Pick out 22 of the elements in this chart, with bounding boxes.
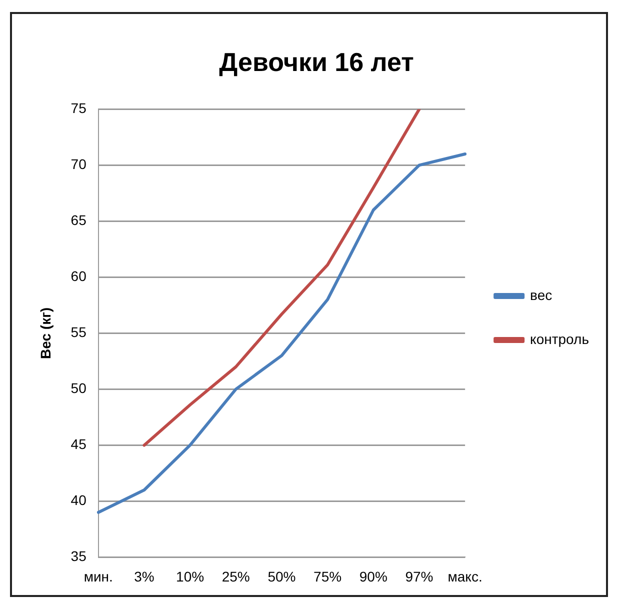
legend-label: контроль — [530, 330, 590, 347]
x-tick-label: 90% — [359, 568, 388, 584]
x-tick-label: 3% — [134, 568, 154, 584]
y-tick-label: 45 — [70, 436, 87, 452]
chart-title: Девочки 16 лет — [219, 46, 414, 77]
x-tick-label: 97% — [405, 568, 434, 584]
y-axis-title: Вес (кг) — [37, 307, 54, 359]
x-tick-label: 25% — [222, 568, 250, 584]
y-tick-label: 35 — [70, 548, 87, 564]
x-tick-label: мин. — [84, 568, 113, 584]
y-tick-label: 70 — [70, 156, 87, 172]
x-tick-label: 75% — [314, 568, 342, 584]
y-tick-label: 60 — [70, 268, 87, 284]
y-tick-label: 65 — [70, 212, 87, 228]
x-tick-label: 50% — [268, 568, 296, 584]
legend-label: вес — [530, 286, 552, 303]
x-tick-label: 10% — [176, 568, 204, 584]
x-tick-label: макс. — [448, 568, 482, 584]
y-tick-label: 75 — [70, 100, 87, 116]
y-tick-label: 50 — [70, 380, 87, 396]
y-tick-label: 40 — [70, 492, 87, 508]
y-tick-label: 55 — [70, 324, 87, 340]
